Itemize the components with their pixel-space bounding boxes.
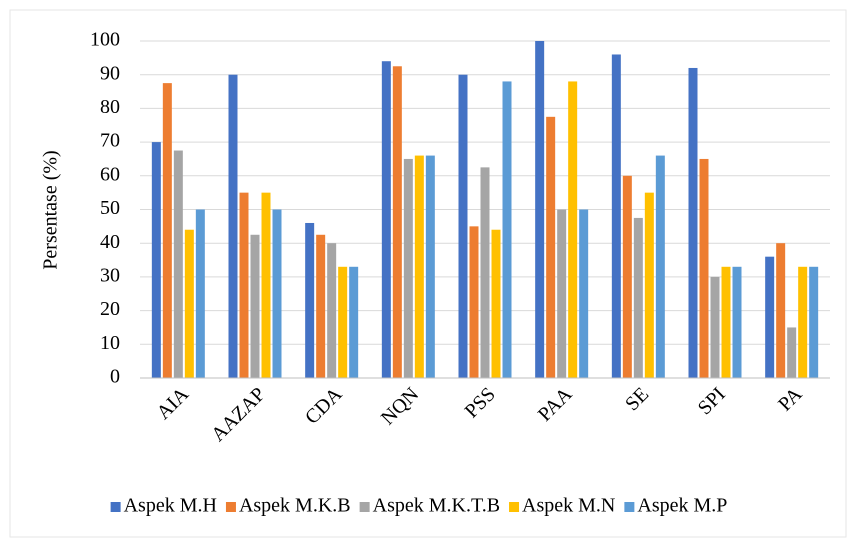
y-tick-label: 30	[100, 264, 120, 286]
y-tick-label: 90	[100, 62, 120, 84]
bar	[710, 276, 720, 378]
bar	[305, 222, 315, 378]
bar	[535, 41, 545, 378]
y-tick-label: 70	[100, 130, 120, 152]
legend-swatch	[110, 502, 121, 512]
bar	[184, 229, 194, 378]
bar	[392, 66, 402, 379]
y-tick-label: 20	[100, 298, 120, 320]
bar	[502, 81, 512, 378]
legend-label: Aspek M.K.B	[239, 495, 351, 517]
bar	[644, 192, 654, 378]
bar	[622, 175, 632, 378]
bar	[776, 243, 786, 378]
bar	[173, 150, 183, 378]
y-tick-label: 0	[110, 366, 120, 388]
bar	[480, 167, 490, 378]
bar	[381, 61, 391, 378]
bar	[655, 155, 665, 378]
y-tick-label: 40	[100, 231, 120, 253]
bar	[721, 266, 731, 378]
bar	[228, 74, 238, 378]
bar	[491, 229, 501, 378]
bar	[195, 209, 205, 378]
bar	[151, 142, 161, 378]
bar	[327, 243, 337, 378]
bar	[765, 256, 775, 378]
bar	[261, 192, 271, 378]
bar	[809, 266, 819, 378]
legend-label: Aspek M.P	[637, 495, 727, 517]
bar	[162, 83, 172, 378]
y-tick-label: 60	[100, 163, 120, 185]
legend-label: Aspek M.N	[522, 495, 615, 517]
bar	[239, 192, 249, 378]
legend-swatch	[225, 502, 236, 512]
bar	[338, 266, 348, 378]
bar	[250, 234, 260, 378]
y-tick-label: 10	[100, 332, 120, 354]
bar	[611, 54, 621, 378]
y-tick-label: 50	[100, 197, 120, 219]
bar	[688, 67, 698, 379]
bar	[798, 266, 808, 378]
bar	[568, 81, 578, 378]
bar	[699, 158, 709, 378]
bar	[425, 155, 435, 378]
bar	[414, 155, 424, 378]
bar	[732, 266, 742, 378]
bar	[403, 158, 413, 378]
bar	[316, 234, 326, 378]
bar	[579, 209, 589, 378]
legend-swatch	[509, 502, 520, 512]
bar	[272, 209, 282, 378]
y-tick-label: 100	[90, 29, 120, 51]
bar	[349, 266, 359, 378]
bar	[469, 226, 479, 378]
bar	[458, 74, 468, 378]
legend-swatch	[624, 502, 635, 512]
legend-swatch	[359, 502, 370, 512]
legend-label: Aspek M.K.T.B	[373, 495, 500, 517]
bar	[633, 217, 643, 378]
legend-label: Aspek M.H	[124, 495, 217, 517]
bar	[557, 209, 567, 378]
y-axis-label: Persentase (%)	[40, 150, 62, 269]
y-tick-label: 80	[100, 96, 120, 118]
bar	[787, 327, 797, 378]
bar	[546, 116, 556, 378]
